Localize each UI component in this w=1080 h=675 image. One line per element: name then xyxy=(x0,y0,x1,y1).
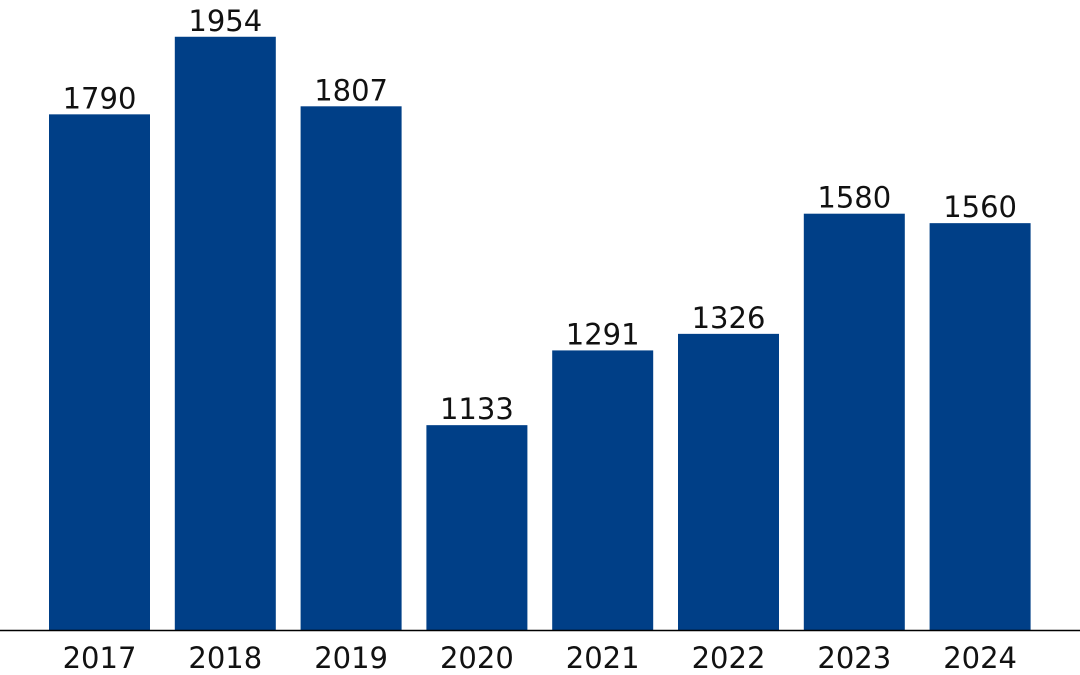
x-tick-label-2020: 2020 xyxy=(440,641,514,675)
x-tick-label-2023: 2023 xyxy=(817,641,891,675)
value-labels-group: 1790 1954 1807 1133 1291 1326 1580 1560 xyxy=(63,4,1017,426)
bar-2022 xyxy=(678,333,779,630)
value-label-2019: 1807 xyxy=(314,73,388,107)
value-label-2022: 1326 xyxy=(692,301,766,335)
value-label-2023: 1580 xyxy=(817,181,891,215)
x-tick-label-2017: 2017 xyxy=(63,641,137,675)
x-tick-label-2021: 2021 xyxy=(566,641,640,675)
bar-2017 xyxy=(49,114,150,631)
bar-2021 xyxy=(552,350,654,630)
value-label-2020: 1133 xyxy=(440,392,514,426)
x-tick-labels-group: 2017 2018 2019 2020 2021 2022 2023 2024 xyxy=(63,641,1017,675)
bars-group xyxy=(49,36,1031,631)
x-tick-label-2018: 2018 xyxy=(188,641,262,675)
value-label-2018: 1954 xyxy=(188,4,262,38)
bar-2018 xyxy=(174,36,276,631)
value-label-2021: 1291 xyxy=(566,317,640,351)
x-tick-label-2019: 2019 xyxy=(314,641,388,675)
value-label-2024: 1560 xyxy=(943,190,1017,224)
bar-2024 xyxy=(929,223,1031,630)
bar-2023 xyxy=(803,213,905,630)
bar-2019 xyxy=(300,106,402,631)
value-label-2017: 1790 xyxy=(63,81,137,115)
bar-2020 xyxy=(426,425,528,630)
x-tick-label-2024: 2024 xyxy=(943,641,1017,675)
x-tick-label-2022: 2022 xyxy=(692,641,766,675)
